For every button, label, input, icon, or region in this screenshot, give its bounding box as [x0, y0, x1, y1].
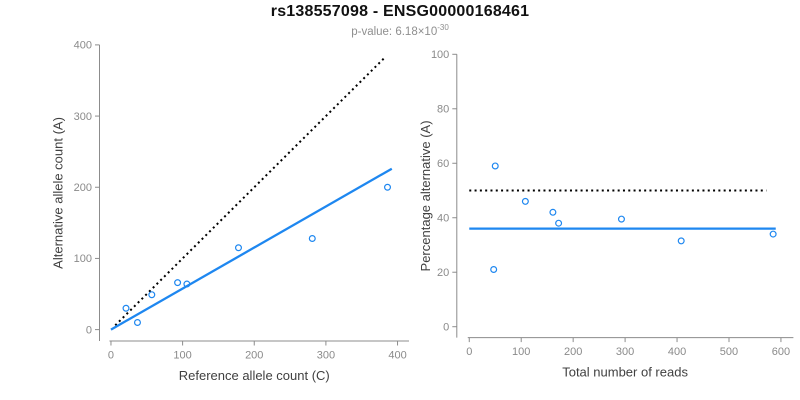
- x-axis-label: Reference allele count (C): [179, 368, 330, 383]
- x-tick-label: 100: [512, 346, 530, 358]
- y-axis-label: Percentage alternative (A): [418, 120, 433, 271]
- y-tick-label: 20: [437, 267, 449, 279]
- data-point: [549, 208, 557, 216]
- x-tick-label: 0: [466, 346, 472, 358]
- x-tick-label: 600: [772, 346, 790, 358]
- y-tick-label: 40: [437, 213, 449, 225]
- x-tick-label: 100: [173, 350, 191, 362]
- x-tick-label: 400: [668, 346, 686, 358]
- data-point: [183, 280, 191, 288]
- y-tick-label: 100: [431, 49, 449, 61]
- pvalue-exponent: -30: [437, 23, 449, 32]
- x-tick-label: 500: [720, 346, 738, 358]
- data-point: [617, 215, 625, 223]
- data-point: [555, 219, 563, 227]
- y-tick-label: 400: [74, 40, 92, 52]
- percentage-panel: 0 100 200 300 400 500 600 0 20 40 60 80 100 Total num…: [418, 49, 794, 380]
- x-tick-label: 0: [108, 350, 114, 362]
- x-tick-label: 200: [245, 350, 263, 362]
- data-point: [491, 162, 499, 170]
- data-point: [769, 230, 777, 238]
- pvalue-text: p-value: 6.18×10: [351, 25, 438, 38]
- data-point: [174, 279, 182, 287]
- regression-line: [110, 167, 393, 331]
- x-tick-label: 200: [564, 346, 582, 358]
- x-axis-label: Total number of reads: [562, 365, 688, 380]
- y-tick-label: 0: [443, 322, 449, 334]
- data-point: [122, 304, 130, 312]
- data-point: [308, 235, 316, 243]
- allele-counts-panel: 0 100 200 300 400 0 100 200 300 400 Reference alle…: [51, 40, 409, 383]
- data-point: [521, 197, 529, 205]
- figure-subtitle: p-value: 6.18×10-30: [0, 23, 800, 38]
- y-tick-label: 200: [74, 182, 92, 194]
- data-point: [148, 291, 156, 299]
- data-point: [677, 237, 685, 245]
- data-point: [384, 183, 392, 191]
- x-tick-label: 300: [317, 350, 335, 362]
- data-point: [133, 318, 141, 326]
- y-tick-label: 60: [437, 158, 449, 170]
- y-tick-label: 80: [437, 104, 449, 116]
- data-point: [234, 244, 242, 252]
- x-tick-label: 300: [616, 346, 634, 358]
- y-tick-label: 300: [74, 111, 92, 123]
- figure-title: rs138557098 - ENSG00000168461: [270, 3, 530, 20]
- y-tick-label: 100: [74, 253, 92, 265]
- x-tick-label: 400: [388, 350, 406, 362]
- data-point: [490, 265, 498, 273]
- identity-dotted-line: [114, 56, 387, 327]
- y-tick-label: 0: [86, 324, 92, 336]
- y-axis-label: Alternative allele count (A): [51, 117, 66, 269]
